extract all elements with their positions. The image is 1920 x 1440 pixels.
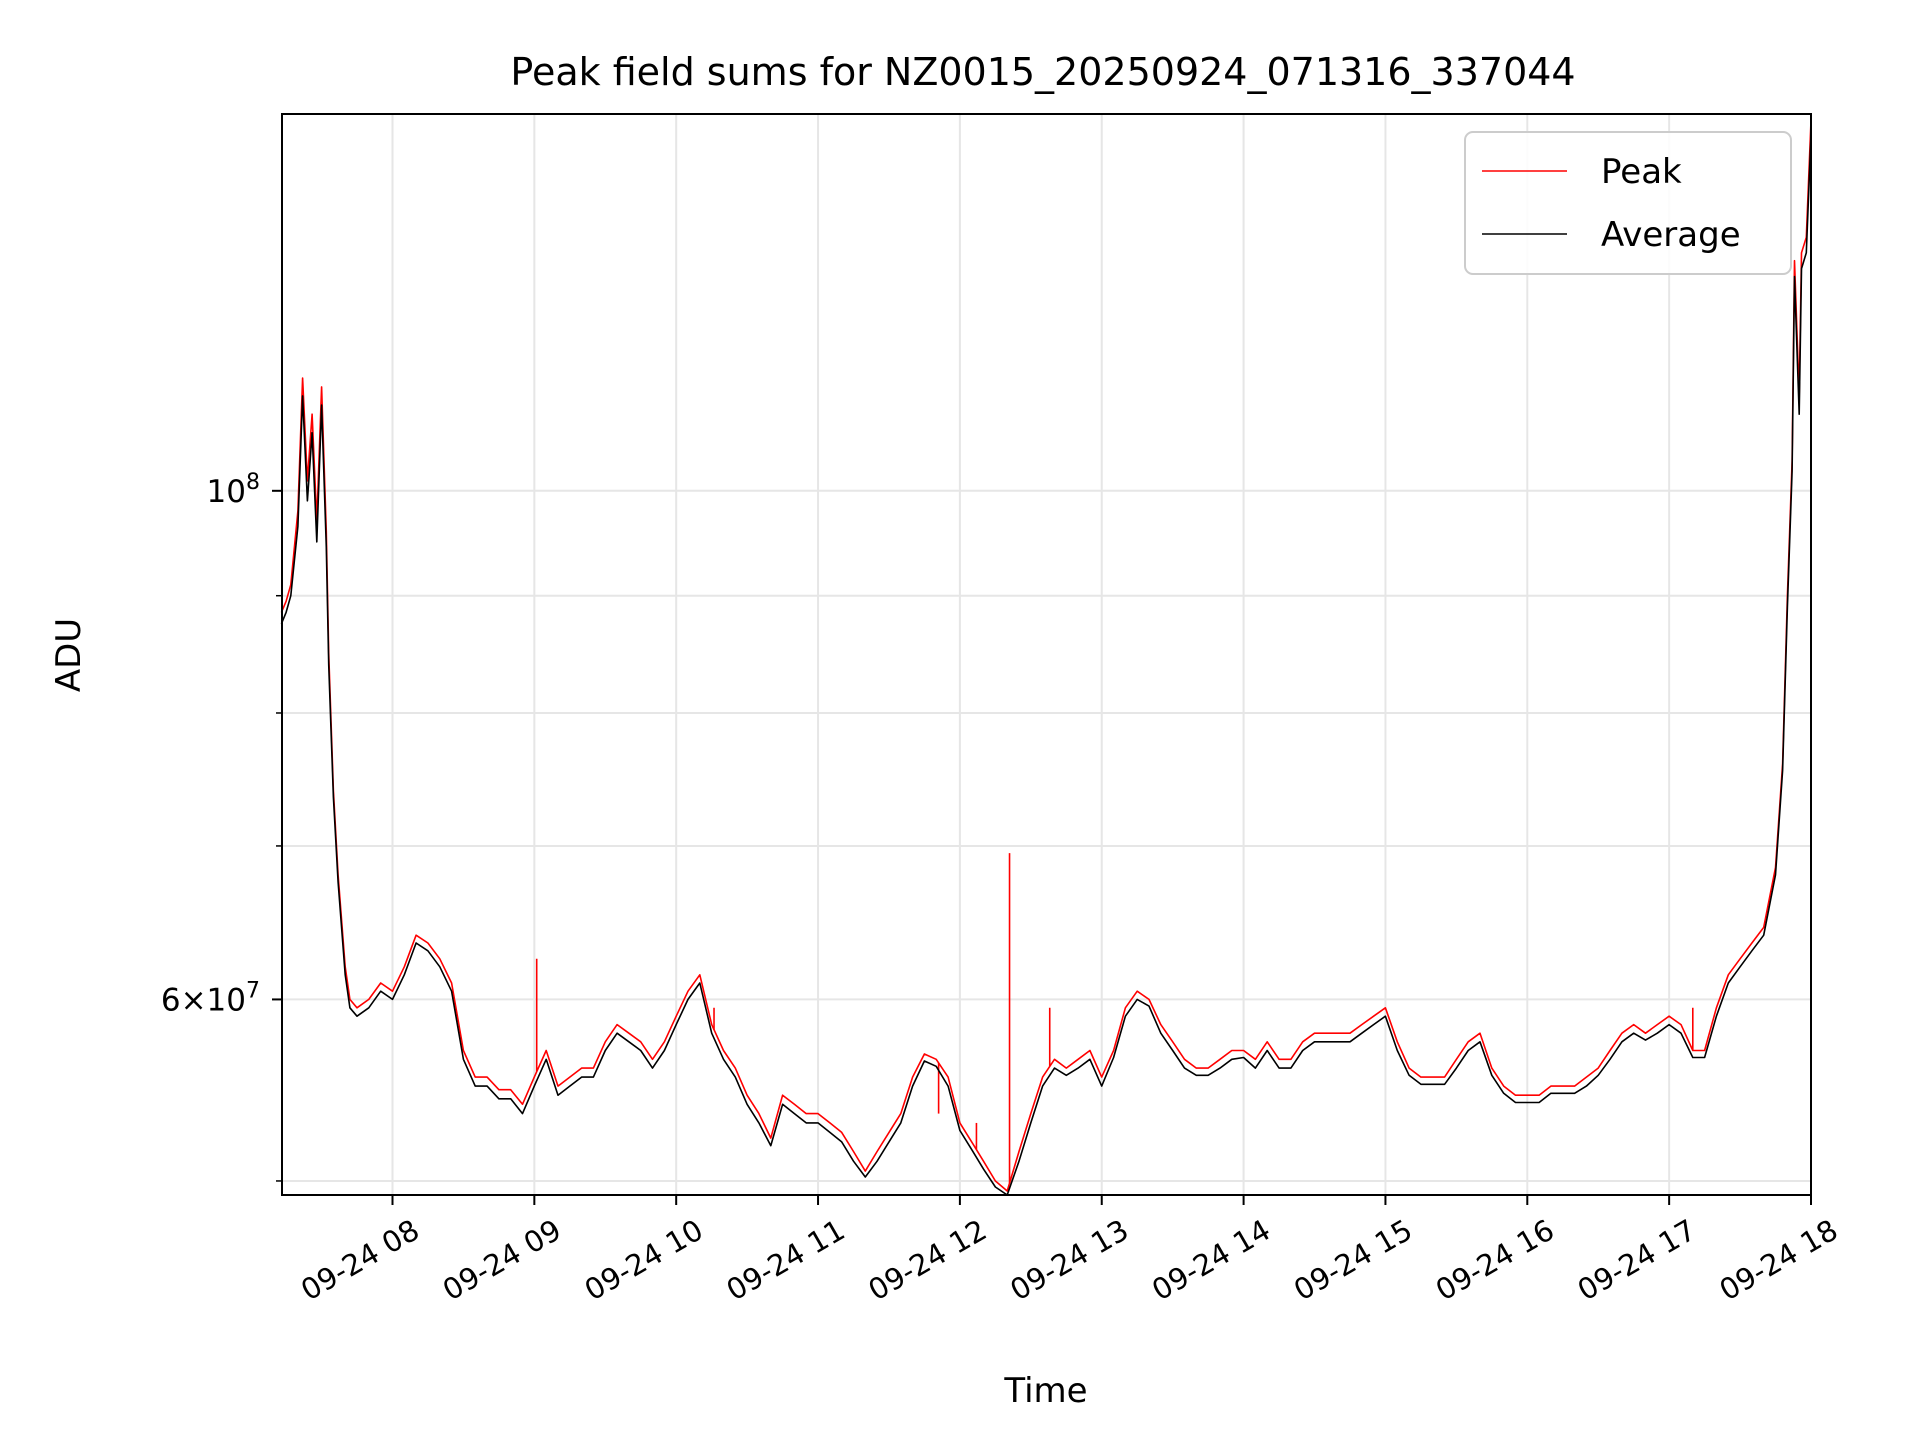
y-axis-label: ADU	[49, 618, 89, 692]
legend-average-label: Average	[1601, 215, 1741, 255]
legend: Peak Average	[1464, 131, 1792, 275]
series-average	[280, 134, 1812, 1196]
plot-frame	[281, 113, 1812, 1196]
legend-box	[1464, 131, 1792, 275]
y-axis-ticks: 6×107 108	[161, 470, 282, 1182]
y-tick-label: 108	[207, 470, 260, 510]
peak-spikes	[535, 853, 1694, 1183]
series-peak	[280, 120, 1812, 1192]
peak-line	[280, 120, 1812, 1192]
chart-title: Peak field sums for NZ0015_20250924_0713…	[510, 50, 1575, 94]
y-tick-label: 6×107	[161, 978, 260, 1018]
average-line	[280, 134, 1812, 1196]
x-axis-label: Time	[1003, 1371, 1087, 1411]
legend-peak-label: Peak	[1601, 152, 1682, 192]
